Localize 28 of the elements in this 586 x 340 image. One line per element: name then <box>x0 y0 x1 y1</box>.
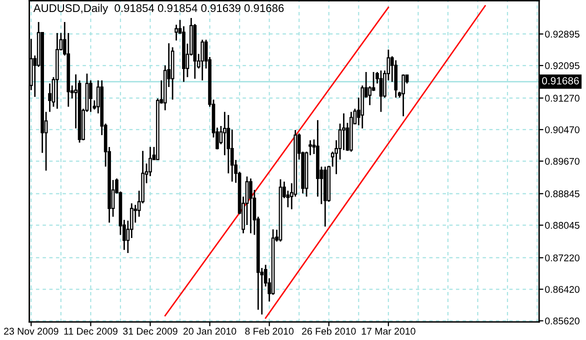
x-tick-label: 31 Dec 2009 <box>123 328 178 335</box>
y-tick-label: 0.92895 <box>545 30 580 38</box>
x-tick-label: 17 Mar 2010 <box>362 328 416 335</box>
candlestick <box>402 74 405 117</box>
y-tick-label: 0.89670 <box>545 158 580 165</box>
x-tick-label: 8 Feb 2010 <box>245 328 294 335</box>
y-tick-label: 0.88045 <box>545 222 580 229</box>
x-tick-label: 11 Dec 2009 <box>64 328 118 335</box>
y-tick-label: 0.86420 <box>545 286 580 293</box>
y-tick-label: 0.91270 <box>545 94 580 102</box>
candlestick <box>372 71 376 92</box>
ref-line-label: 0.91686 <box>542 77 579 84</box>
candlestick <box>174 24 178 42</box>
candlestick <box>200 39 204 82</box>
candlestick <box>379 70 383 113</box>
candlestick <box>223 111 226 156</box>
y-tick-label: 0.92095 <box>545 62 580 70</box>
candlestick <box>249 178 252 234</box>
x-tick-label: 26 Feb 2010 <box>302 328 356 335</box>
y-tick-label: 0.88845 <box>545 190 580 198</box>
chart-title: AUDUSD,Daily 0.91854 0.91854 0.91639 0.91686 <box>33 4 284 14</box>
candlestick <box>89 80 92 113</box>
y-tick-label: 0.87220 <box>545 254 580 262</box>
x-tick-label: 23 Nov 2009 <box>4 328 58 335</box>
x-tick-label: 20 Jan 2010 <box>184 328 236 335</box>
y-tick-label: 0.90470 <box>545 126 580 134</box>
y-tick-label: 0.85620 <box>545 318 580 324</box>
candlestick <box>48 82 52 113</box>
